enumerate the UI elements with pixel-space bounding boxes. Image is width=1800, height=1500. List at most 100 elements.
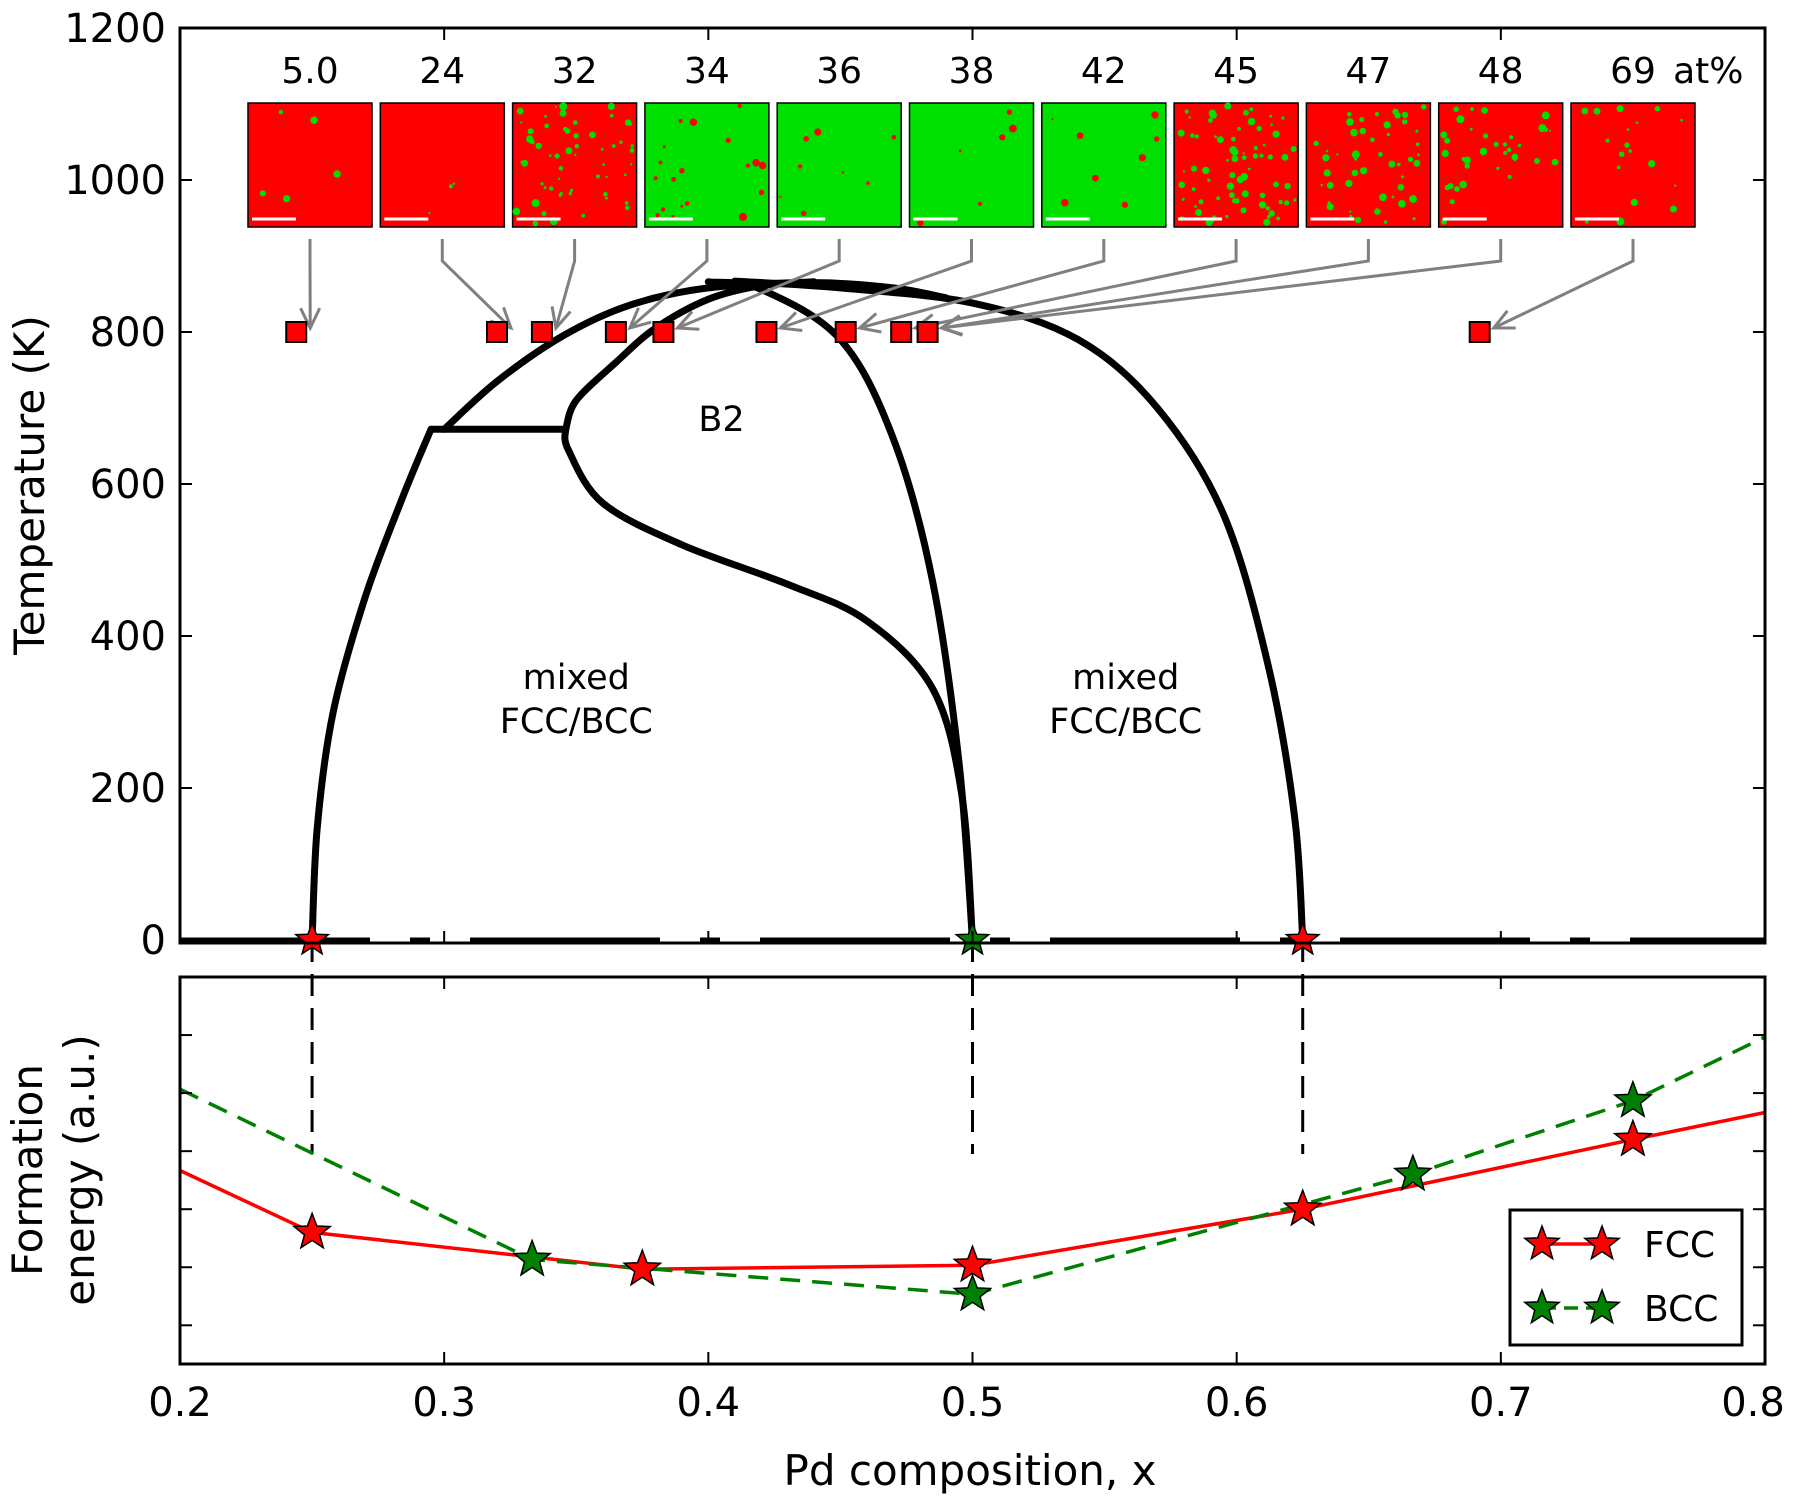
inset-speckle xyxy=(978,201,983,206)
phase-boundaries xyxy=(308,277,1307,944)
inset-speckle xyxy=(660,207,666,212)
inset-speckle xyxy=(803,136,809,142)
inset-speckle xyxy=(1359,127,1367,135)
inset-speckle xyxy=(1284,200,1290,206)
inset-label: 24 xyxy=(419,51,465,92)
inset-speckle xyxy=(1513,158,1517,162)
inset-speckle xyxy=(1121,201,1128,208)
zero-marker-star xyxy=(1284,920,1321,956)
inset-image xyxy=(1173,102,1299,228)
series-marker-bcc xyxy=(512,1238,553,1277)
inset-0: 5.0 xyxy=(247,51,373,228)
microstructure-insets: 5.0 24 32 34 36 38 42 45 47 48 69 at% xyxy=(247,51,1743,228)
inset-speckle xyxy=(1345,179,1353,187)
inset-speckle xyxy=(559,109,567,117)
inset-label: 42 xyxy=(1081,51,1127,92)
inset-2: 32 xyxy=(511,51,638,228)
inset-speckle xyxy=(1247,167,1251,171)
inset-speckle xyxy=(1628,149,1632,153)
inset-speckle xyxy=(1616,165,1621,170)
inset-speckle xyxy=(516,107,524,115)
inset-speckle xyxy=(752,158,760,167)
inset-image xyxy=(1305,102,1432,228)
inset-speckle xyxy=(1326,149,1329,153)
inset-speckle xyxy=(1396,162,1401,167)
inset-speckle xyxy=(758,189,765,196)
inset-arrow xyxy=(550,239,577,332)
inset-speckle xyxy=(573,120,578,125)
inset-speckle xyxy=(1507,174,1512,179)
sample-point xyxy=(604,321,627,343)
legend-label: FCC xyxy=(1644,1225,1715,1266)
inset-speckle xyxy=(1551,158,1559,166)
inset-speckle xyxy=(1151,111,1159,119)
inset-label: 45 xyxy=(1213,51,1259,92)
inset-speckle xyxy=(1240,207,1247,214)
inset-speckle xyxy=(1401,175,1405,179)
inset-speckle xyxy=(662,145,666,149)
inset-speckle xyxy=(1281,116,1285,120)
inset-speckle xyxy=(520,121,523,124)
zero-marker-star xyxy=(293,920,331,956)
legend-frame xyxy=(1508,1208,1744,1347)
phase-diagram-ticks: 0 200 400 600 800 1000 1200 xyxy=(64,6,1766,964)
inset-speckle xyxy=(1509,135,1514,140)
inset-speckle xyxy=(1624,142,1630,148)
inset-speckle xyxy=(1229,146,1238,154)
y-tick-label: 200 xyxy=(90,766,166,812)
inset-speckle xyxy=(535,142,542,150)
formation-energy-series xyxy=(179,1035,1766,1312)
inset-arrow xyxy=(856,239,1106,334)
region-label: B2 xyxy=(698,400,744,440)
inset-speckle xyxy=(1284,182,1291,190)
x-tick-label: 0.6 xyxy=(1205,1380,1269,1426)
inset-speckle xyxy=(1402,119,1408,125)
inset-speckle xyxy=(527,128,534,135)
inset-speckle xyxy=(1249,107,1254,112)
inset-speckle xyxy=(1263,218,1271,226)
formation-energy-frame xyxy=(178,975,1767,1366)
inset-speckle xyxy=(611,144,616,148)
inset-speckle xyxy=(958,149,962,153)
inset-speckle xyxy=(653,176,658,181)
inset-speckle xyxy=(1323,169,1331,177)
inset-speckle xyxy=(1278,199,1283,205)
inset-speckle xyxy=(655,213,660,218)
y-tick-label: 800 xyxy=(90,310,166,356)
inset-speckle xyxy=(558,193,562,197)
sample-point xyxy=(916,321,939,343)
inset-speckle xyxy=(1605,138,1610,143)
inset-speckle xyxy=(1259,153,1264,158)
inset-speckle xyxy=(1440,131,1448,139)
inset-speckle xyxy=(333,170,341,178)
inset-speckle xyxy=(1241,155,1247,161)
inset-speckle xyxy=(564,128,571,134)
boundary-left-solvus xyxy=(308,425,435,944)
inset-speckle xyxy=(1252,153,1259,159)
arrow-head xyxy=(856,312,882,334)
inset-speckle xyxy=(1370,137,1375,143)
inset-label: 47 xyxy=(1345,51,1391,92)
inset-4: 36 xyxy=(776,51,902,228)
inset-speckle xyxy=(779,195,782,198)
inset-speckle xyxy=(1269,114,1273,118)
inset-speckle xyxy=(1208,118,1213,123)
inset-speckle xyxy=(1322,154,1330,162)
region-label: mixed FCC/BCC xyxy=(1049,658,1202,742)
inset-speckle xyxy=(630,163,633,166)
inset-speckle xyxy=(603,191,608,197)
y-tick-label: 0 xyxy=(141,918,166,964)
inset-speckle xyxy=(1154,136,1160,142)
inset-speckle xyxy=(739,212,747,221)
legend-marker xyxy=(1582,1287,1622,1325)
inset-speckle xyxy=(1444,137,1451,144)
inset-speckle xyxy=(1191,165,1197,172)
sample-point xyxy=(755,321,778,343)
inset-speckle xyxy=(1198,199,1204,205)
inset-speckle xyxy=(999,134,1006,141)
inset-speckle xyxy=(1259,192,1266,199)
inset-speckle xyxy=(1313,140,1319,147)
inset-speckle xyxy=(1214,135,1218,139)
inset-speckle xyxy=(610,114,614,118)
inset-7: 45 xyxy=(1173,51,1299,228)
